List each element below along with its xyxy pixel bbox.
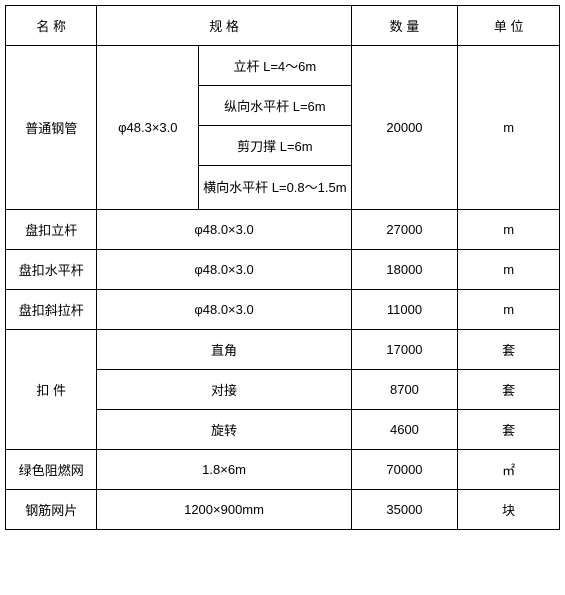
cell-qty: 8700	[351, 370, 458, 410]
cell-name: 盘扣水平杆	[6, 250, 97, 290]
cell-name: 钢筋网片	[6, 490, 97, 530]
cell-name: 普通钢管	[6, 46, 97, 210]
table-row: 盘扣水平杆 φ48.0×3.0 18000 m	[6, 250, 560, 290]
cell-subspec: 立杆 L=4～6m	[199, 46, 351, 86]
cell-name: 盘扣斜拉杆	[6, 290, 97, 330]
cell-subspec: 剪刀撑 L=6m	[199, 126, 351, 166]
cell-unit: m	[458, 250, 560, 290]
table-row: 钢筋网片 1200×900mm 35000 块	[6, 490, 560, 530]
cell-unit: m	[458, 210, 560, 250]
table-row: 盘扣立杆 φ48.0×3.0 27000 m	[6, 210, 560, 250]
cell-unit: m	[458, 290, 560, 330]
header-name: 名 称	[6, 6, 97, 46]
cell-qty: 35000	[351, 490, 458, 530]
cell-subspec: 对接	[97, 370, 351, 410]
table-row: 普通钢管 φ48.3×3.0 立杆 L=4～6m 20000 m	[6, 46, 560, 86]
cell-unit: 块	[458, 490, 560, 530]
cell-qty: 18000	[351, 250, 458, 290]
cell-unit: 套	[458, 330, 560, 370]
cell-subspec: 横向水平杆 L=0.8～1.5m	[199, 166, 351, 210]
cell-name: 盘扣立杆	[6, 210, 97, 250]
cell-spec: 1200×900mm	[97, 490, 351, 530]
cell-unit: 套	[458, 410, 560, 450]
cell-name: 绿色阻燃网	[6, 450, 97, 490]
cell-spec: φ48.3×3.0	[97, 46, 199, 210]
cell-subspec: 直角	[97, 330, 351, 370]
cell-spec: 1.8×6m	[97, 450, 351, 490]
cell-qty: 20000	[351, 46, 458, 210]
cell-spec: φ48.0×3.0	[97, 290, 351, 330]
table-row: 绿色阻燃网 1.8×6m 70000 ㎡	[6, 450, 560, 490]
header-row: 名 称 规 格 数 量 单 位	[6, 6, 560, 46]
cell-spec: φ48.0×3.0	[97, 210, 351, 250]
header-unit: 单 位	[458, 6, 560, 46]
cell-qty: 4600	[351, 410, 458, 450]
cell-qty: 11000	[351, 290, 458, 330]
cell-unit: ㎡	[458, 450, 560, 490]
cell-qty: 27000	[351, 210, 458, 250]
cell-spec: φ48.0×3.0	[97, 250, 351, 290]
table-row: 盘扣斜拉杆 φ48.0×3.0 11000 m	[6, 290, 560, 330]
cell-name: 扣 件	[6, 330, 97, 450]
cell-subspec: 纵向水平杆 L=6m	[199, 86, 351, 126]
materials-table: 名 称 规 格 数 量 单 位 普通钢管 φ48.3×3.0 立杆 L=4～6m…	[5, 5, 560, 530]
cell-qty: 17000	[351, 330, 458, 370]
header-spec: 规 格	[97, 6, 351, 46]
header-qty: 数 量	[351, 6, 458, 46]
cell-unit: 套	[458, 370, 560, 410]
cell-qty: 70000	[351, 450, 458, 490]
cell-subspec: 旋转	[97, 410, 351, 450]
cell-unit: m	[458, 46, 560, 210]
table-row: 扣 件 直角 17000 套	[6, 330, 560, 370]
